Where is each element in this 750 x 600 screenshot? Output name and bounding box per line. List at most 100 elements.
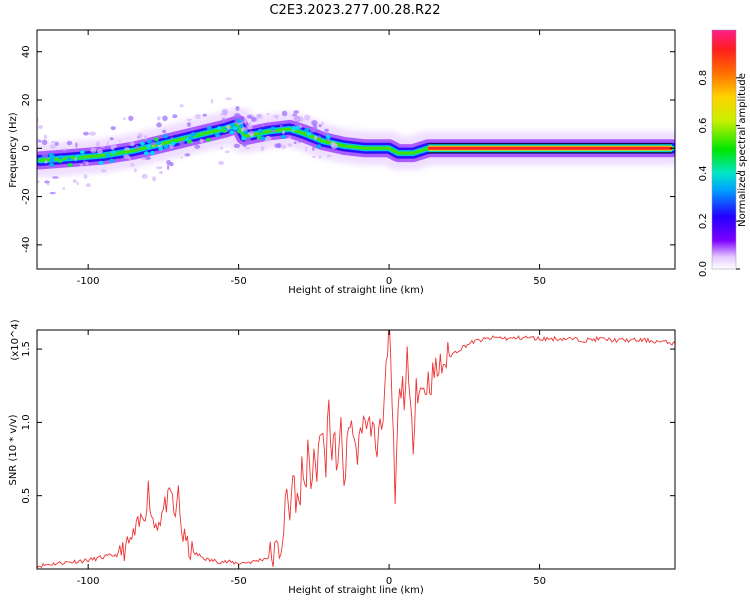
spectrogram-speckle	[233, 143, 241, 148]
spectrogram-speckle	[97, 149, 103, 154]
spectrogram-y-tick-label: -20	[21, 188, 32, 204]
spectrogram-speckle	[244, 117, 247, 124]
spectrogram-speckle	[41, 139, 48, 146]
spectrogram-x-tick-label: 0	[386, 276, 392, 287]
spectrogram-speckle	[235, 106, 240, 111]
spectrogram-speckle	[281, 110, 288, 117]
spectrogram-speckle	[270, 130, 276, 133]
spectrogram-hotspot	[188, 135, 194, 140]
spectrogram-speckle	[264, 135, 272, 142]
spectrogram-hotspot	[236, 129, 242, 134]
spectrogram-hotspot	[118, 150, 124, 155]
spectrogram-y-tick-label: 20	[21, 94, 32, 107]
spectrogram-speckle	[178, 140, 185, 146]
spectrogram-speckle	[135, 144, 139, 151]
snr-y-tick-label: 1.5	[21, 341, 32, 357]
spectrogram-speckle	[141, 157, 147, 160]
spectrogram-speckle	[282, 129, 285, 135]
spectrogram-hotspot	[294, 125, 300, 130]
spectrogram-speckle	[82, 160, 87, 165]
spectrogram-speckle	[162, 129, 167, 134]
snr-y-axis-label: SNR (10 * v/v)	[8, 414, 19, 485]
spectrogram-hotspot	[170, 141, 176, 146]
spectrogram-speckle	[74, 157, 77, 162]
colorbar-label: Normalized spectral amplitude	[737, 73, 748, 227]
spectrogram-speckle	[324, 128, 329, 132]
spectrogram-speckle	[281, 144, 287, 150]
spectrogram-hotspot	[304, 128, 310, 132]
colorbar-tick-label: 0.4	[698, 165, 709, 181]
spectrogram-speckle	[43, 134, 48, 140]
spectrogram-speckle	[124, 147, 130, 151]
spectrogram-speckle	[128, 115, 134, 122]
spectrogram-speckle	[159, 170, 163, 175]
spectrogram-speckle	[72, 179, 78, 183]
spectrogram-speckle	[221, 117, 228, 120]
spectrogram-speckle	[129, 142, 135, 147]
spectrogram-speckle	[251, 116, 257, 123]
spectrogram-speckle	[189, 127, 195, 130]
snr-line	[37, 330, 675, 569]
spectrogram-y-ticks: -40 -20 0 20 40	[21, 45, 675, 253]
spectrogram-speckle	[221, 108, 229, 115]
spectrogram-hotspot	[66, 157, 72, 162]
spectrogram-hotspot	[49, 162, 55, 167]
spectrogram-speckle	[326, 138, 331, 142]
spectrogram-speckle	[110, 126, 116, 131]
spectrogram-hotspot	[158, 146, 164, 151]
snr-y-tick-label: 0.5	[21, 488, 32, 504]
spectrogram-panel: -100 -50 0 50 -40 -20 0 20 40 Height of straigh…	[8, 29, 676, 296]
spectrogram-speckle	[52, 176, 59, 179]
spectrogram-speckle	[318, 124, 322, 127]
spectrogram-speckle	[109, 137, 114, 141]
spectrogram-y-tick-label: -40	[21, 237, 32, 253]
spectrogram-hotspot	[222, 128, 228, 133]
spectrogram-speckle	[234, 112, 241, 119]
spectrogram-speckle	[305, 146, 308, 152]
spectrogram-speckle	[276, 142, 282, 149]
spectrogram-x-tick-label: 50	[533, 276, 546, 287]
spectrogram-y-tick-label: 40	[21, 45, 32, 58]
spectrogram-hotspot	[325, 134, 331, 139]
spectrogram-speckle	[219, 112, 227, 116]
spectrogram-speckle	[202, 113, 207, 117]
snr-x-tick-label: -100	[77, 576, 100, 587]
spectrogram-speckle	[62, 148, 67, 151]
spectrogram-hotspot	[236, 118, 242, 123]
spectrogram-hotspot	[150, 150, 155, 155]
spectrogram-hotspot	[79, 150, 85, 155]
spectrogram-speckle	[224, 150, 230, 154]
spectrogram-speckle	[38, 139, 42, 143]
spectrogram-x-ticks: -100 -50 0 50	[77, 30, 546, 287]
spectrogram-speckle	[293, 110, 300, 114]
snr-y-ticks: 0.5 1.0 1.5	[21, 341, 675, 504]
spectrogram-hotspot	[229, 130, 235, 135]
spectrogram-speckle	[187, 122, 191, 127]
spectrogram-hotspot	[241, 136, 246, 141]
spectrogram-speckle	[274, 116, 279, 120]
spectrogram-x-axis-label: Height of straight line (km)	[288, 285, 424, 296]
spectrogram-speckle	[186, 118, 193, 121]
spectrogram-speckle	[304, 114, 311, 121]
spectrogram-speckle	[314, 135, 317, 140]
spectrogram-speckle	[62, 187, 66, 190]
spectrogram-speckle	[49, 144, 56, 149]
spectrogram-speckle	[330, 141, 336, 147]
spectrogram-speckle	[44, 160, 48, 164]
spectrogram-speckle	[155, 166, 163, 170]
spectrogram-speckle	[321, 121, 324, 125]
spectrogram-speckle	[243, 141, 247, 148]
spectrogram-x-tick-label: -50	[230, 276, 246, 287]
spectrogram-speckle	[292, 113, 298, 117]
spectrogram-hotspot	[306, 131, 312, 136]
spectrogram-hotspot	[216, 126, 222, 131]
spectrogram-speckle	[106, 141, 110, 147]
spectrogram-speckle	[180, 156, 183, 159]
spectrogram-hotspot	[195, 132, 201, 137]
spectrogram-hotspot	[206, 137, 211, 142]
spectrogram-speckle	[326, 154, 332, 158]
spectrogram-speckle	[51, 141, 57, 144]
colorbar-tick-label: 0.2	[698, 213, 709, 229]
spectrogram-speckle	[110, 144, 117, 149]
